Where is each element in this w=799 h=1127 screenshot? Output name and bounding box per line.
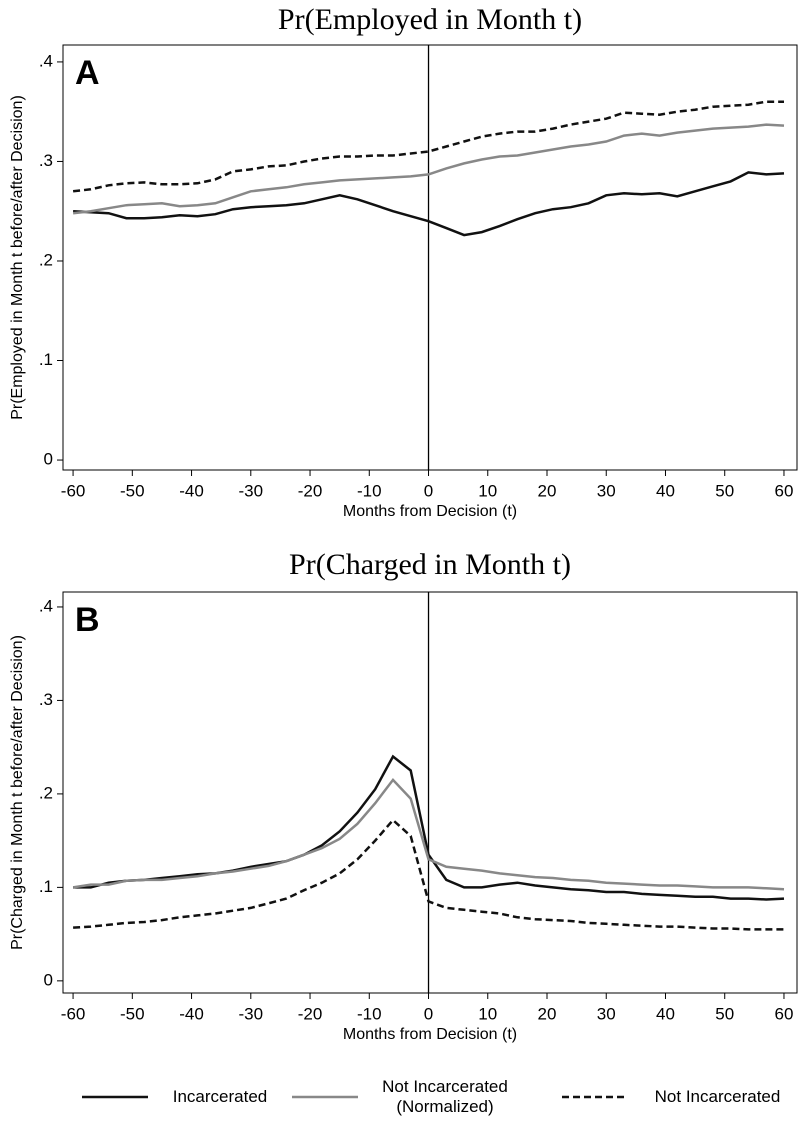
x-tick-label: -10 — [357, 481, 382, 500]
x-tick-label: 0 — [424, 481, 433, 500]
x-tick-label: -50 — [120, 1004, 145, 1023]
legend-label: Not Incarcerated — [654, 1087, 781, 1106]
x-tick-label: -10 — [357, 1004, 382, 1023]
x-tick-label: 50 — [715, 1004, 734, 1023]
chart-title: Pr(Charged in Month t) — [289, 548, 571, 581]
data-line — [73, 171, 785, 237]
y-tick-label: .3 — [39, 151, 53, 170]
y-tick-label: 0 — [44, 970, 53, 989]
legend: Incarcerated Not Incarcerated (Normalized… — [0, 1072, 799, 1122]
legend-item: Not Incarcerated — [560, 1072, 795, 1122]
x-axis-label: Months from Decision (t) — [343, 1026, 517, 1043]
x-tick-label: 30 — [597, 481, 616, 500]
x-tick-label: -60 — [61, 481, 86, 500]
y-tick-label: .4 — [39, 596, 53, 615]
legend-swatch — [82, 1095, 148, 1099]
y-tick-label: .1 — [39, 350, 53, 369]
legend-item: Not Incarcerated (Normalized) — [290, 1072, 550, 1122]
x-tick-label: 10 — [478, 481, 497, 500]
x-tick-label: 40 — [656, 1004, 675, 1023]
data-line — [73, 754, 785, 901]
x-tick-label: 30 — [597, 1004, 616, 1023]
x-tick-label: -20 — [298, 1004, 323, 1023]
legend-label: Not Incarcerated (Normalized) — [382, 1077, 508, 1116]
x-axis-label: Months from Decision (t) — [343, 503, 517, 520]
x-tick-label: 60 — [775, 481, 794, 500]
x-tick-label: -60 — [61, 1004, 86, 1023]
panel-label: B — [75, 601, 100, 639]
x-tick-label: 40 — [656, 481, 675, 500]
y-axis-label: Pr(Charged in Month t before/after Decis… — [9, 635, 26, 950]
legend-label: Incarcerated — [172, 1087, 268, 1106]
plot-frame — [62, 591, 798, 994]
data-line — [72, 777, 785, 891]
chart-title: Pr(Employed in Month t) — [278, 3, 582, 36]
x-tick-label: 60 — [775, 1004, 794, 1023]
y-tick-label: .2 — [39, 250, 53, 269]
x-tick-label: 10 — [478, 1004, 497, 1023]
y-tick-label: .2 — [39, 783, 53, 802]
legend-swatch — [562, 1095, 628, 1099]
x-tick-label: 20 — [538, 481, 557, 500]
y-tick-label: .4 — [39, 51, 53, 70]
x-tick-label: 20 — [538, 1004, 557, 1023]
x-tick-label: -50 — [120, 481, 145, 500]
y-tick-label: .3 — [39, 690, 53, 709]
data-line — [72, 123, 785, 215]
chart: Pr(Employed in Month t) A 0 .1 .2 .3 .4 -60 -50 -… — [9, 3, 798, 1043]
x-tick-label: -40 — [179, 1004, 204, 1023]
legend-swatch — [292, 1095, 358, 1099]
data-line — [73, 818, 784, 931]
x-tick-label: -40 — [179, 481, 204, 500]
x-tick-label: 50 — [715, 481, 734, 500]
panel-label: A — [75, 54, 100, 92]
x-tick-label: -30 — [239, 1004, 264, 1023]
legend-item: Incarcerated — [80, 1072, 280, 1122]
x-tick-label: -30 — [239, 481, 264, 500]
y-tick-label: .1 — [39, 877, 53, 896]
y-tick-label: 0 — [44, 450, 53, 469]
y-axis-label: Pr(Employed in Month t before/after Deci… — [9, 95, 26, 420]
x-tick-label: 0 — [424, 1004, 433, 1023]
plot-frame — [62, 44, 798, 471]
x-tick-label: -20 — [298, 481, 323, 500]
